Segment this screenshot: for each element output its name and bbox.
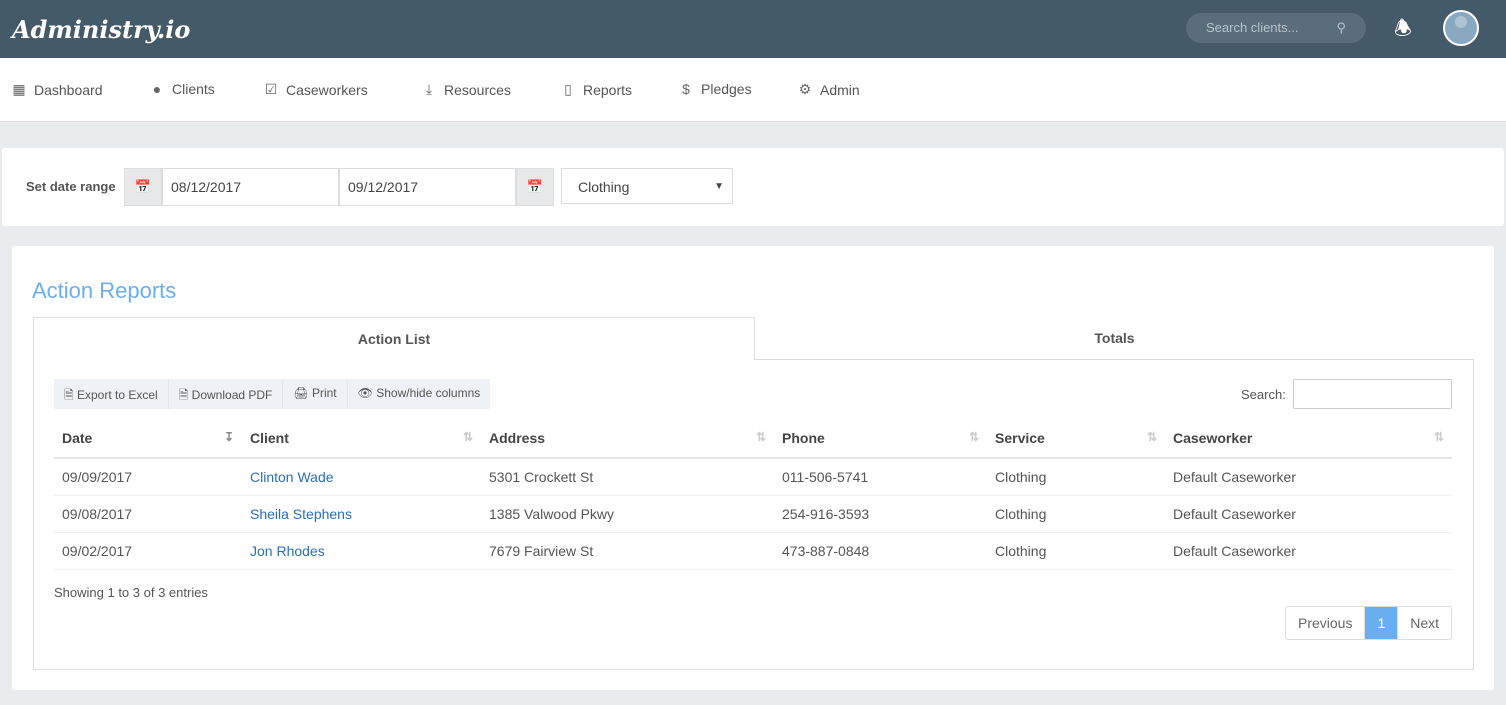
sort-icon: ⇅ [1433, 430, 1444, 444]
avatar[interactable] [1443, 10, 1479, 46]
nav-label: Admin [820, 81, 860, 98]
action-list-panel: 🗎 Export to Excel 🗎 Download PDF 🖨 Print… [33, 359, 1474, 670]
nav-label: Caseworkers [286, 81, 368, 98]
service-select[interactable]: Clothing ▼ [561, 168, 733, 204]
nav-pledges[interactable]: $ Pledges [679, 81, 752, 97]
dollar-icon: $ [682, 81, 690, 97]
column-client[interactable]: Client ⇅ [242, 419, 481, 459]
search-icon[interactable]: ⚲ [1336, 20, 1346, 35]
column-date[interactable]: Date ↧ [54, 419, 242, 459]
logo[interactable]: Administry.io [12, 14, 191, 44]
nav-dashboard[interactable]: ▦ Dashboard [12, 81, 103, 98]
date-to-input[interactable]: 09/12/2017 [339, 168, 516, 206]
sort-icon: ⇅ [462, 430, 473, 444]
client-search[interactable]: Search clients... ⚲ [1186, 13, 1366, 43]
client-link[interactable]: Clinton Wade [250, 469, 334, 485]
page-title: Action Reports [32, 278, 177, 303]
download-pdf-button[interactable]: 🗎 Download PDF [169, 379, 284, 409]
nav-clients[interactable]: ● Clients [150, 81, 215, 97]
pagination: Previous 1 Next [1285, 606, 1453, 640]
sort-icon: ⇅ [1146, 430, 1157, 444]
calendar-icon[interactable]: 📅 [516, 168, 554, 206]
tab-totals[interactable]: Totals [755, 317, 1474, 360]
document-icon: ▯ [564, 81, 572, 97]
print-button[interactable]: 🖨 Print [283, 379, 348, 409]
main-nav: ▦ Dashboard ● Clients ☑ Caseworkers ⤓ Resour… [0, 58, 1506, 122]
nav-label: Resources [444, 81, 511, 98]
column-caseworker[interactable]: Caseworker ⇅ [1165, 419, 1452, 459]
search-placeholder: Search clients... [1206, 20, 1299, 35]
service-value: Clothing [578, 179, 630, 195]
date-filter: Set date range 📅 08/12/2017 09/12/2017 📅 [2, 148, 1504, 226]
nav-label: Clients [172, 81, 215, 97]
nav-reports[interactable]: ▯ Reports [561, 81, 632, 98]
column-phone[interactable]: Phone ⇅ [774, 419, 987, 459]
column-address[interactable]: Address ⇅ [481, 419, 774, 459]
sort-icon: ⇅ [968, 430, 979, 444]
user-icon: ● [152, 81, 162, 97]
chevron-down-icon: ▼ [714, 181, 724, 192]
previous-button[interactable]: Previous [1286, 607, 1366, 639]
export-toolbar: 🗎 Export to Excel 🗎 Download PDF 🖨 Print… [54, 379, 491, 409]
action-table: Date ↧ Client ⇅ Address ⇅ Phone ⇅ Service ⇅ C… [54, 419, 1452, 570]
sort-desc-icon: ↧ [223, 430, 234, 444]
report-card: Action Reports Action List Totals 🗎 Expo… [12, 246, 1494, 690]
entries-info: Showing 1 to 3 of 3 entries [54, 585, 208, 600]
top-bar: Administry.io Search clients... ⚲ 🕭 [0, 0, 1506, 58]
bell-icon[interactable]: 🕭 [1394, 18, 1412, 40]
client-link[interactable]: Sheila Stephens [250, 506, 352, 522]
table-row: 09/02/2017 Jon Rhodes 7679 Fairview St 473-… [54, 532, 1452, 570]
nav-admin[interactable]: ⚙ Admin [798, 81, 860, 98]
client-link[interactable]: Jon Rhodes [250, 543, 325, 559]
date-from-input[interactable]: 08/12/2017 [162, 168, 339, 206]
table-row: 09/08/2017 Sheila Stephens 1385 Valwood Pk… [54, 495, 1452, 533]
show-hide-columns-button[interactable]: 👁 Show/hide columns [357, 386, 481, 400]
nav-resources[interactable]: ⤓ Resources [422, 81, 511, 98]
export-excel-button[interactable]: 🗎 Export to Excel [54, 379, 169, 409]
next-button[interactable]: Next [1410, 615, 1440, 631]
search-label: Search: [1241, 387, 1286, 402]
table-row: 09/09/2017 Clinton Wade 5301 Crockett St 01… [54, 458, 1452, 496]
calendar-icon[interactable]: 📅 [124, 168, 162, 206]
date-range-label: Set date range [26, 179, 116, 194]
nav-label: Pledges [701, 81, 752, 97]
calendar-check-icon: ☑ [264, 81, 278, 97]
download-icon: ⤓ [425, 81, 433, 97]
table-search-input[interactable] [1293, 379, 1452, 409]
nav-label: Reports [583, 81, 633, 98]
nav-label: Dashboard [34, 81, 103, 98]
tab-action-list[interactable]: Action List [33, 317, 755, 360]
column-service[interactable]: Service ⇅ [987, 419, 1165, 459]
dashboard-icon: ▦ [12, 81, 26, 97]
sort-icon: ⇅ [755, 430, 766, 444]
gear-icon: ⚙ [798, 81, 812, 97]
page-1-button[interactable]: 1 [1365, 607, 1399, 639]
nav-caseworkers[interactable]: ☑ Caseworkers [264, 81, 368, 98]
